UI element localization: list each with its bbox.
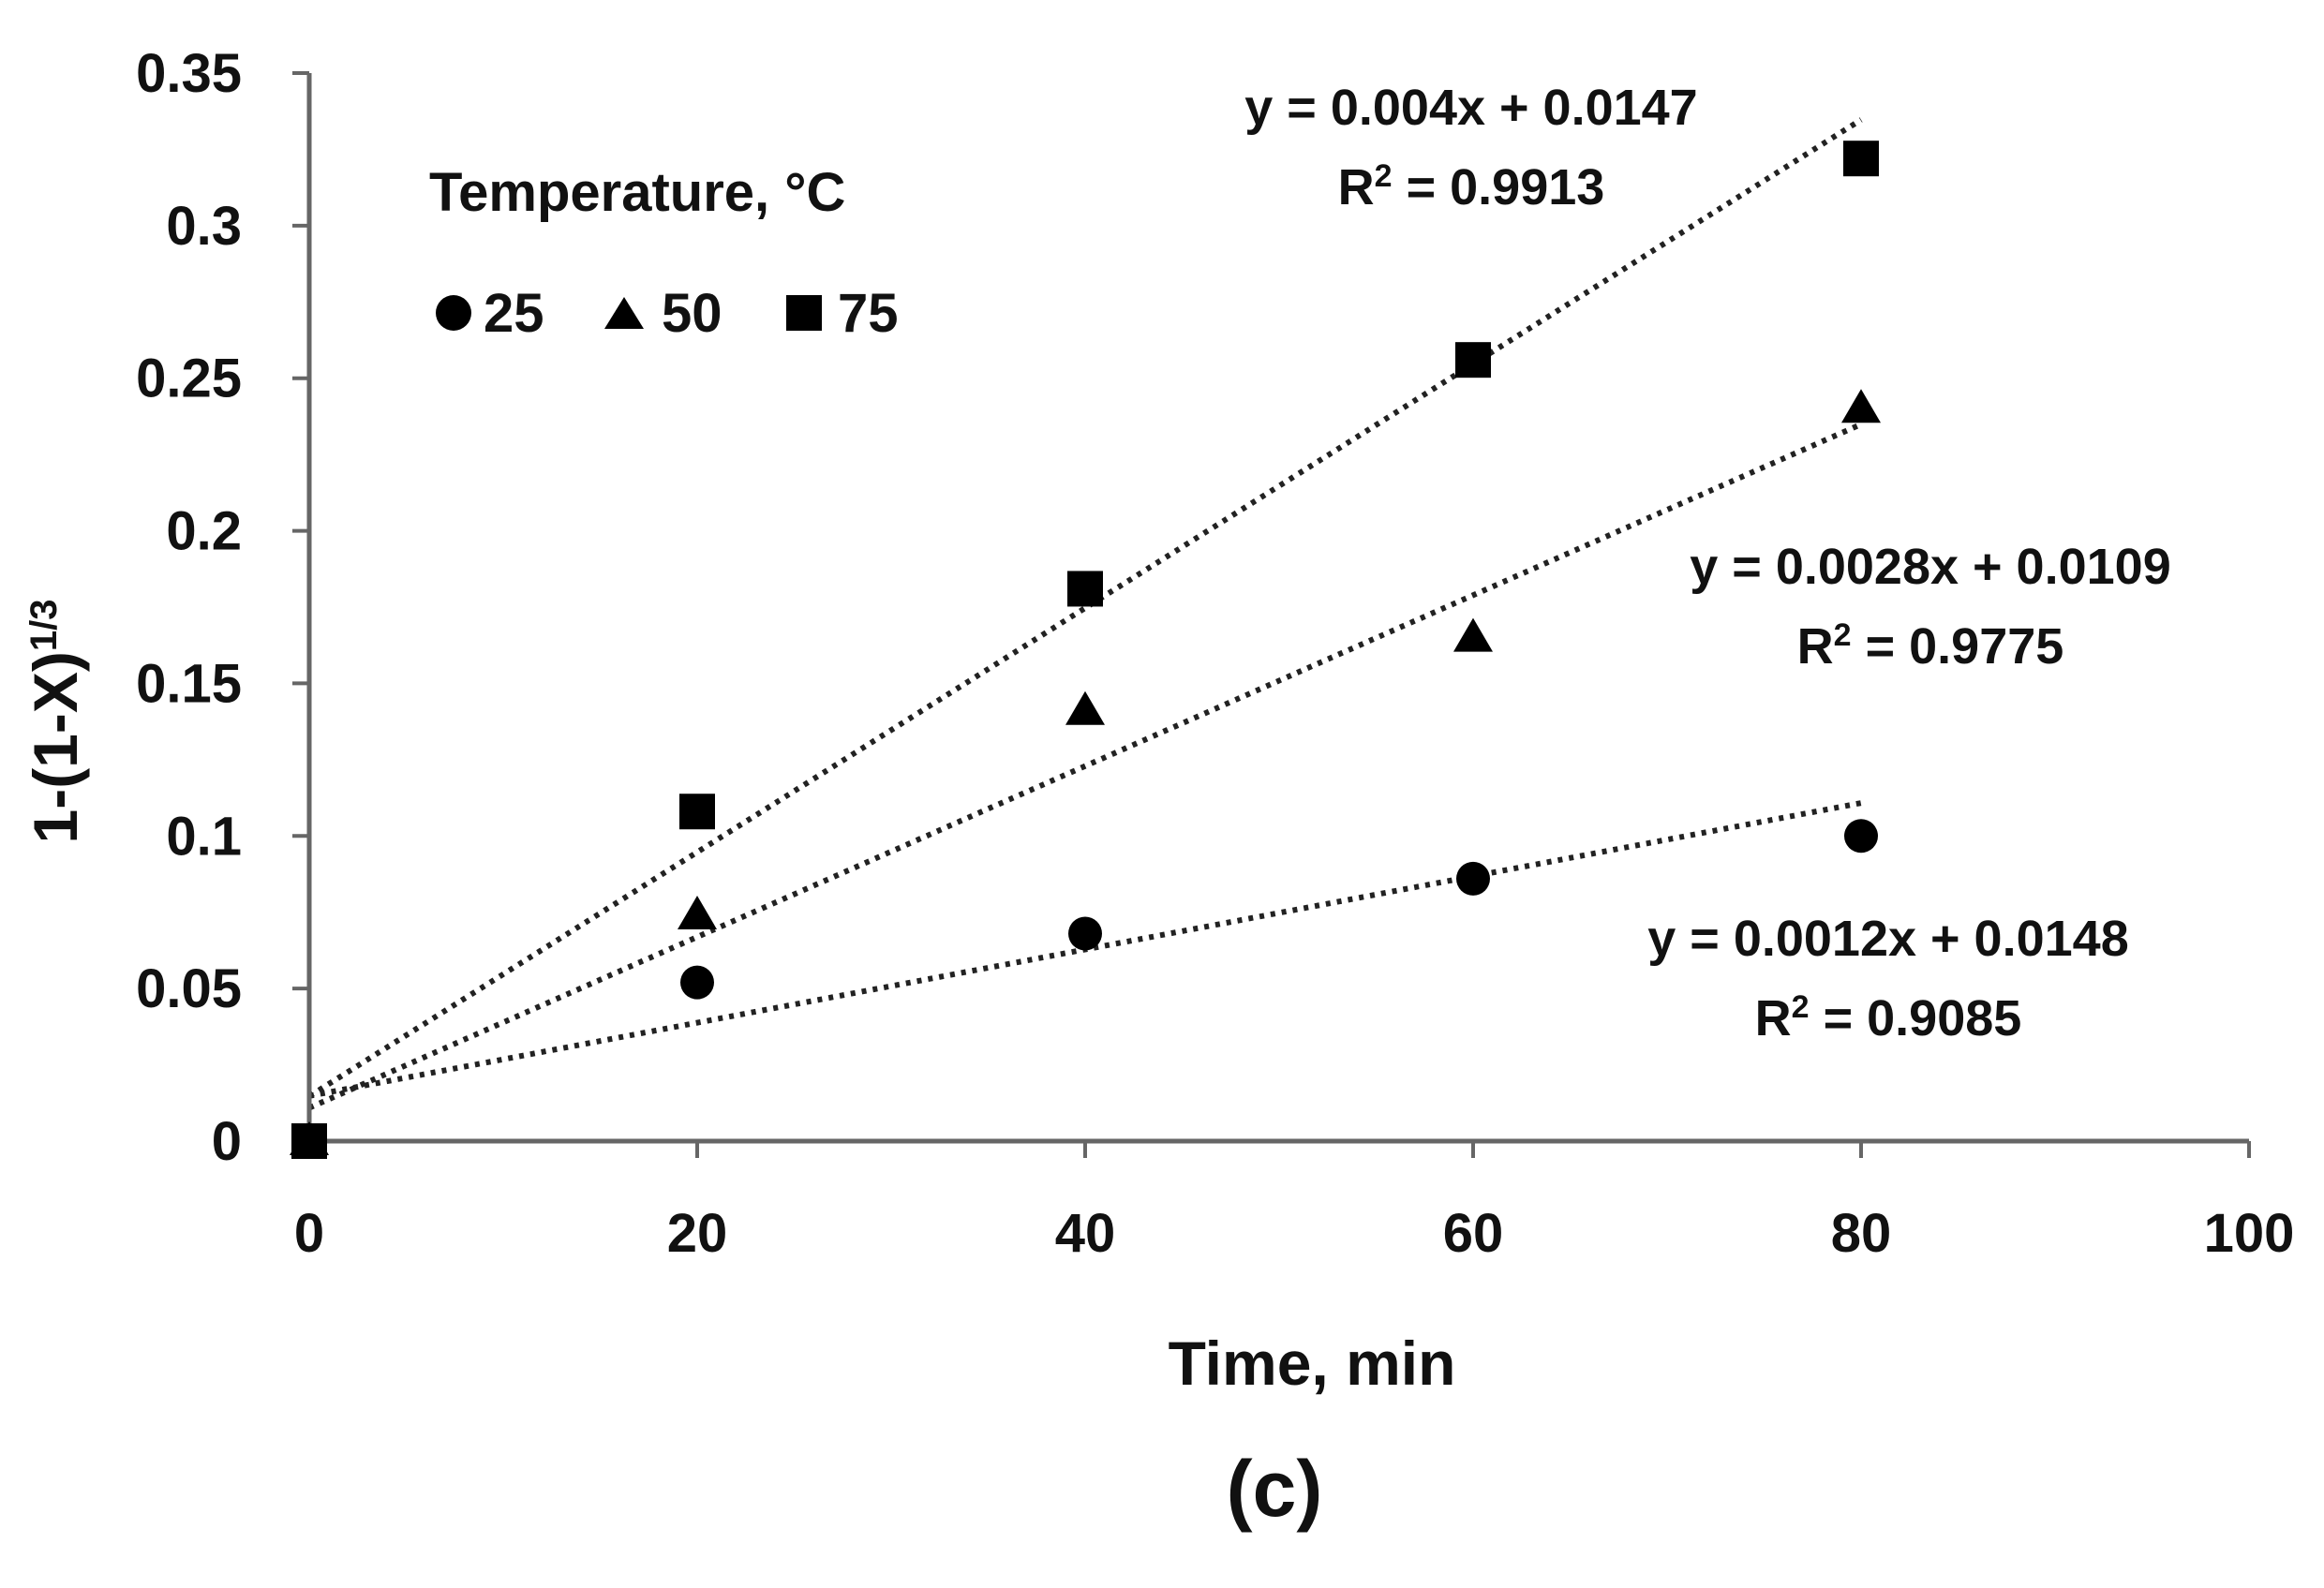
y-axis-title: 1-(1-X)1/3 xyxy=(21,600,90,844)
legend-marker-square xyxy=(786,295,822,331)
r2-25: R2 = 0.9085 xyxy=(1755,989,2022,1046)
point-50-20 xyxy=(678,895,717,929)
trendline-75 xyxy=(307,117,1863,1099)
y-tick-label: 0.35 xyxy=(136,43,242,104)
legend-label-75: 75 xyxy=(838,283,899,344)
r2-75: R2 = 0.9913 xyxy=(1338,158,1605,215)
y-tick-label: 0.25 xyxy=(136,349,242,409)
legend-label-50: 50 xyxy=(662,283,723,344)
x-tick-label: 60 xyxy=(1443,1203,1504,1264)
point-25-40 xyxy=(1068,916,1102,951)
legend-marker-circle xyxy=(436,295,471,331)
x-tick-label: 20 xyxy=(667,1203,728,1264)
point-75-40 xyxy=(1067,571,1103,607)
data-points xyxy=(290,141,1881,1159)
equation-25: y = 0.0012x + 0.0148 xyxy=(1647,911,2128,967)
r2-50: R2 = 0.9775 xyxy=(1797,617,2064,675)
point-75-20 xyxy=(679,794,715,830)
point-50-80 xyxy=(1841,389,1881,423)
point-75-0 xyxy=(291,1123,327,1159)
x-axis-title: Time, min xyxy=(1169,1328,1456,1398)
equation-50: y = 0.0028x + 0.0109 xyxy=(1690,539,2170,595)
legend-marker-triangle xyxy=(604,297,644,329)
point-25-80 xyxy=(1844,819,1878,853)
axes: 0 0.05 0.1 0.15 0.2 0.25 0.3 0.35 0 20 40 60 80 100 xyxy=(136,43,2294,1264)
point-50-60 xyxy=(1453,617,1493,652)
legend-label-25: 25 xyxy=(484,283,544,344)
trendline-50 xyxy=(307,422,1863,1111)
y-tick-label: 0.3 xyxy=(166,196,242,257)
x-tick-label: 40 xyxy=(1055,1203,1116,1264)
x-tick-label: 0 xyxy=(294,1203,324,1264)
y-tick-label: 0.2 xyxy=(166,501,242,562)
point-50-40 xyxy=(1065,690,1105,725)
y-tick-label: 0.05 xyxy=(136,958,242,1019)
y-tick-label: 0.15 xyxy=(136,653,242,714)
point-25-20 xyxy=(680,965,714,1000)
panel-label: (c) xyxy=(1227,1445,1323,1533)
trendlines xyxy=(307,117,1863,1111)
point-75-60 xyxy=(1455,342,1491,378)
legend-title: Temperature, °C xyxy=(429,162,845,223)
y-tick-label: 0 xyxy=(212,1111,242,1172)
x-tick-label: 80 xyxy=(1831,1203,1892,1264)
x-tick-label: 100 xyxy=(2204,1203,2295,1264)
y-tick-label: 0.1 xyxy=(166,806,242,867)
equation-75: y = 0.004x + 0.0147 xyxy=(1244,80,1697,136)
point-75-80 xyxy=(1843,141,1879,177)
point-25-60 xyxy=(1456,861,1490,896)
